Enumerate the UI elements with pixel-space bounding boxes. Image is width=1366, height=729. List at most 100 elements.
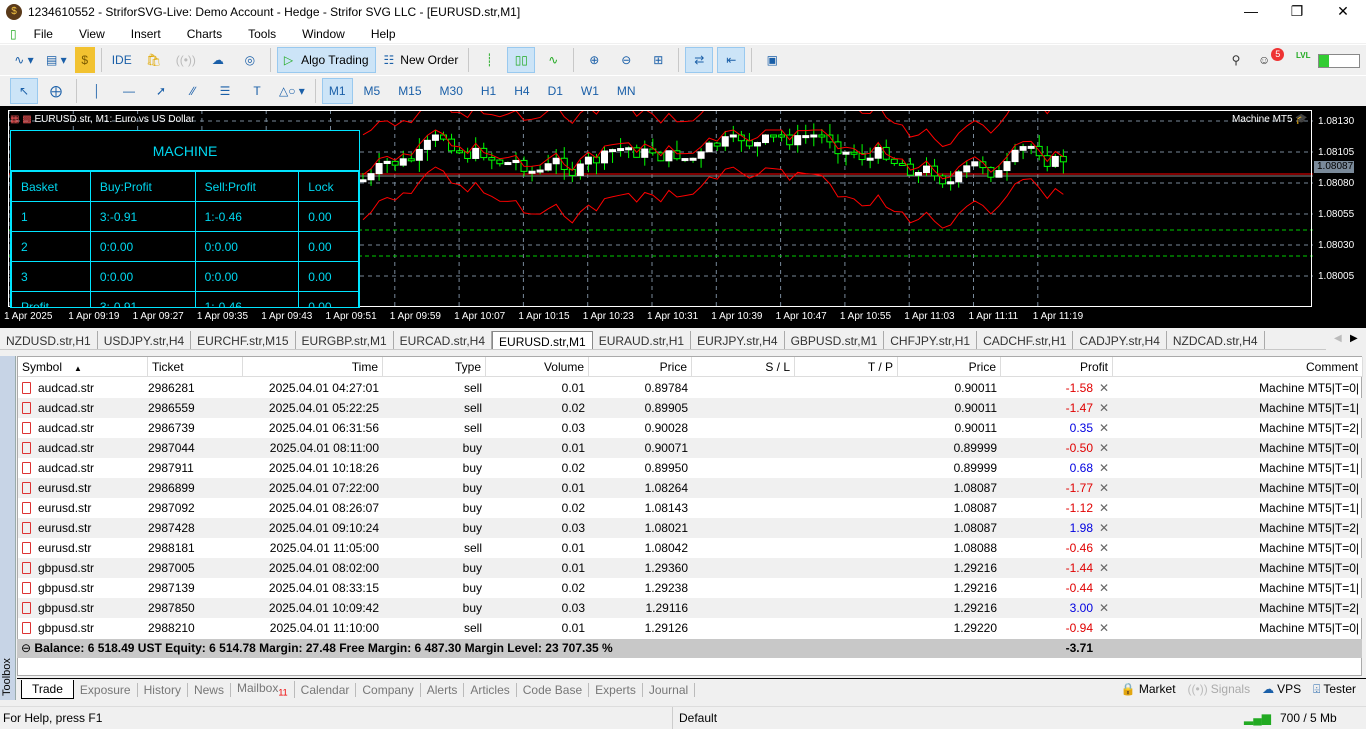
toolbox-tab-experts[interactable]: Experts [589, 682, 643, 697]
column-header[interactable]: Volume [486, 357, 589, 377]
signals-button[interactable]: ((•)) Signals [1187, 682, 1251, 696]
tester-button[interactable]: ⌹ Tester [1313, 682, 1356, 696]
timeframe-mn[interactable]: MN [616, 83, 636, 98]
toolbox-tab-company[interactable]: Company [356, 682, 421, 697]
column-header[interactable]: S / L [692, 357, 795, 377]
close-position-icon[interactable]: ✕ [1099, 501, 1110, 515]
chart-tab[interactable]: CHFJPY.str,H1 [884, 331, 978, 349]
shapes-dropdown-icon[interactable]: △○ ▾ [279, 83, 305, 98]
close-position-icon[interactable]: ✕ [1099, 461, 1110, 475]
close-position-icon[interactable]: ✕ [1099, 401, 1110, 415]
table-row[interactable]: audcad.str 2987911 2025.04.01 10:18:26 buy 0… [18, 458, 1363, 478]
toolbox-tab-alerts[interactable]: Alerts [421, 682, 465, 697]
crosshair-icon[interactable]: ⨁ [50, 83, 62, 98]
chart-tab[interactable]: EURCHF.str,M15 [191, 331, 296, 349]
timeframe-w1[interactable]: W1 [580, 83, 599, 98]
table-row[interactable]: eurusd.str 2987428 2025.04.01 09:10:24 buy 0… [18, 518, 1363, 538]
tile-windows-icon[interactable]: ⊞ [653, 52, 664, 67]
column-header[interactable]: Type [383, 357, 486, 377]
cursor-icon[interactable]: ↖ [10, 77, 38, 104]
vertical-line-icon[interactable]: │ [93, 83, 101, 98]
tabs-left-arrow-icon[interactable]: ◀ [1334, 333, 1342, 344]
toolbox-tab-articles[interactable]: Articles [464, 682, 517, 697]
table-row[interactable]: eurusd.str 2986899 2025.04.01 07:22:00 buy 0… [18, 478, 1363, 498]
collapse-icon[interactable]: ⊖ [21, 641, 32, 655]
close-position-icon[interactable]: ✕ [1099, 581, 1110, 595]
chart-tab[interactable]: CADJPY.str,H4 [1073, 331, 1167, 349]
templates-dropdown-icon[interactable]: ▤ ▾ [46, 52, 67, 67]
menu-file[interactable]: File [33, 26, 53, 41]
menu-help[interactable]: Help [370, 26, 396, 41]
zoom-out-icon[interactable]: ⊖ [621, 52, 632, 67]
market-bag-icon[interactable]: 🛍 [146, 52, 162, 67]
toolbox-tab-trade[interactable]: Trade [21, 680, 74, 699]
chart-shift-icon[interactable]: ⇤ [717, 46, 746, 73]
horizontal-line-icon[interactable]: — [123, 83, 135, 98]
table-row[interactable]: audcad.str 2986739 2025.04.01 06:31:56 sell… [18, 418, 1363, 438]
table-row[interactable]: gbpusd.str 2987005 2025.04.01 08:02:00 buy 0… [18, 558, 1363, 578]
menu-insert[interactable]: Insert [130, 26, 161, 41]
close-button[interactable]: ✕ [1337, 3, 1349, 19]
toolbox-tab-journal[interactable]: Journal [643, 682, 696, 697]
toolbox-tab-code-base[interactable]: Code Base [517, 682, 590, 697]
fibonacci-icon[interactable]: ☰ [219, 83, 231, 98]
close-position-icon[interactable]: ✕ [1099, 601, 1110, 615]
search-icon[interactable]: ⚲ [1231, 52, 1241, 67]
column-header[interactable]: Comment [1113, 357, 1363, 377]
table-row[interactable]: eurusd.str 2988181 2025.04.01 11:05:00 sell… [18, 538, 1363, 558]
chart-tab[interactable]: GBPUSD.str,M1 [785, 331, 885, 349]
add-radar-icon[interactable]: ◎ [244, 52, 256, 67]
timeframe-d1[interactable]: D1 [547, 83, 563, 98]
table-row[interactable]: gbpusd.str 2987139 2025.04.01 08:33:15 buy 0… [18, 578, 1363, 598]
table-row[interactable]: gbpusd.str 2987850 2025.04.01 10:09:42 buy 0… [18, 598, 1363, 618]
close-position-icon[interactable]: ✕ [1099, 561, 1110, 575]
new-order-button[interactable]: ☷ New Order [383, 52, 459, 67]
candlestick-chart-icon[interactable]: ▯▯ [507, 46, 536, 73]
chart-tab[interactable]: NZDUSD.str,H1 [0, 331, 98, 349]
table-row[interactable]: eurusd.str 2987092 2025.04.01 08:26:07 buy 0… [18, 498, 1363, 518]
column-header[interactable]: Profit [1001, 357, 1113, 377]
toolbox-tab-history[interactable]: History [138, 682, 188, 697]
screenshot-icon[interactable]: ▣ [766, 52, 778, 67]
toolbox-tab-news[interactable]: News [188, 682, 231, 697]
table-row[interactable]: audcad.str 2986559 2025.04.01 05:22:25 sell… [18, 398, 1363, 418]
column-header[interactable]: Price [898, 357, 1001, 377]
timeframe-m30[interactable]: M30 [439, 83, 463, 98]
column-header[interactable]: Price [589, 357, 692, 377]
table-row[interactable]: audcad.str 2987044 2025.04.01 08:11:00 buy 0… [18, 438, 1363, 458]
restore-button[interactable]: ❐ [1290, 3, 1304, 19]
minimize-button[interactable]: — [1244, 3, 1258, 19]
line-chart-icon[interactable]: ∿ [548, 52, 559, 67]
notifications-button[interactable]: ☺ 5 [1254, 47, 1288, 73]
close-position-icon[interactable]: ✕ [1099, 541, 1110, 555]
line-chart-dropdown-icon[interactable]: ∿ ▾ [14, 52, 34, 67]
toolbox-sidebar[interactable]: Toolbox [0, 356, 16, 700]
close-position-icon[interactable]: ✕ [1099, 621, 1110, 635]
close-position-icon[interactable]: ✕ [1099, 421, 1110, 435]
timeframe-m15[interactable]: M15 [398, 83, 422, 98]
timeframe-m1[interactable]: M1 [321, 77, 353, 104]
menu-window[interactable]: Window [302, 26, 345, 41]
column-header[interactable]: T / P [795, 357, 898, 377]
auto-scroll-icon[interactable]: ⇄ [685, 46, 714, 73]
zoom-in-icon[interactable]: ⊕ [589, 52, 600, 67]
timeframe-h1[interactable]: H1 [480, 83, 497, 98]
chart-tab[interactable]: USDJPY.str,H4 [98, 331, 192, 349]
dollar-icon[interactable]: $ [74, 46, 95, 73]
close-position-icon[interactable]: ✕ [1099, 481, 1110, 495]
toolbox-tab-exposure[interactable]: Exposure [74, 682, 138, 697]
bar-chart-icon[interactable]: ┊ [485, 52, 493, 67]
ide-button[interactable]: IDE [111, 52, 132, 67]
toolbox-tab-mailbox[interactable]: Mailbox11 [231, 681, 295, 698]
menu-tools[interactable]: Tools [248, 26, 277, 41]
algo-trading-button[interactable]: ▷ Algo Trading [276, 46, 376, 73]
chart-tab[interactable]: EURCAD.str,H4 [394, 331, 493, 349]
close-position-icon[interactable]: ✕ [1099, 521, 1110, 535]
tabs-right-arrow-icon[interactable]: ▶ [1350, 333, 1358, 344]
column-header[interactable]: Symbol ▲ [18, 357, 148, 377]
chart-tab[interactable]: NZDCAD.str,H4 [1167, 331, 1265, 349]
market-button[interactable]: 🔒 Market [1120, 682, 1176, 696]
column-header[interactable]: Time [243, 357, 383, 377]
trendline-icon[interactable]: ➚ [155, 83, 167, 98]
timeframe-m5[interactable]: M5 [363, 83, 381, 98]
